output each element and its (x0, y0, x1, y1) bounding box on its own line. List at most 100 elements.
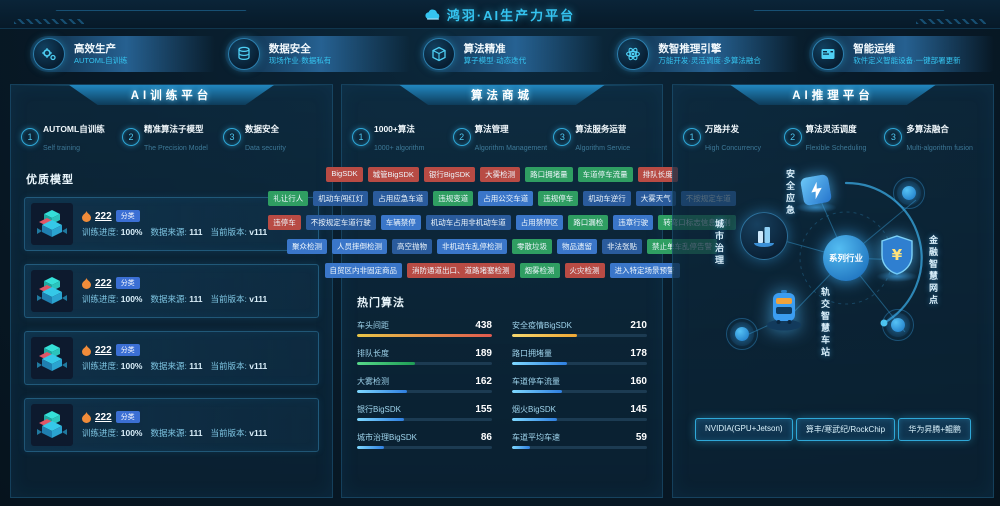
algorithm-tag[interactable]: 高空抛物 (392, 239, 432, 254)
hot-algorithm-bar: 城市治理BigSDK 86 (357, 432, 492, 449)
hot-algorithm-bar: 排队长度 189 (357, 348, 492, 365)
node-city-governance[interactable] (740, 212, 788, 260)
model-thumbnail (31, 270, 73, 312)
algorithm-tag[interactable]: 城管BigSDK (367, 167, 419, 182)
shield-yuan-icon: ¥ (880, 235, 914, 275)
node-security-emergency[interactable] (795, 173, 837, 213)
algorithm-tag[interactable]: 物品遗留 (557, 239, 597, 254)
bar-track (512, 334, 647, 337)
flame-icon (82, 277, 91, 289)
algorithm-tag[interactable]: 排队长度 (637, 167, 678, 182)
bar-value: 438 (475, 320, 492, 331)
progress-label: 训练进度: (82, 294, 119, 304)
feature-card-smart-ops[interactable]: 智能运维 软件定义智能设备·一键部署更新 (809, 36, 994, 72)
algorithm-tag[interactable]: 机动车占用非机动车道 (425, 215, 511, 230)
algorithm-tag[interactable]: 路口漏检 (568, 215, 609, 230)
bar-fill (512, 390, 562, 393)
node-finance-outlet[interactable]: ¥ (876, 235, 918, 282)
algorithm-tag[interactable]: 聚众检测 (287, 239, 327, 254)
model-name[interactable]: 222 (95, 277, 112, 289)
console-icon (812, 38, 845, 70)
algorithm-tag[interactable]: 大雾天气 (635, 191, 676, 206)
algorithm-tag[interactable]: 车道停车流量 (577, 167, 633, 182)
huawei-button[interactable]: 华为昇腾+鲲鹏 (898, 418, 971, 441)
rockchip-button[interactable]: 算丰/寒武纪/RockChip (795, 418, 896, 441)
node-label-rail-station: 轨交智慧车站 (820, 287, 830, 359)
algorithm-tag[interactable]: 进入特定场景预警 (609, 263, 680, 278)
center-label: 系列行业 (828, 253, 863, 263)
step-label: 算法管理 (474, 124, 509, 134)
feature-card-algorithm-precision[interactable]: 算法精准 算子模型·动态迭代 (419, 36, 605, 72)
step-label: 1000+算法 (374, 124, 415, 134)
progress-label: 训练进度: (82, 428, 119, 438)
model-info: 222 分类 训练进度: 100% 数据来源: 111 当前版本: v111 (82, 210, 275, 238)
algorithm-tag[interactable]: 占用应急车道 (373, 191, 429, 206)
hardware-buttons: NVIDIA(GPU+Jetson) 算丰/寒武纪/RockChip 华为昇腾+… (673, 418, 993, 441)
step-algorithm-management: 2 算法管理 Algorithm Management (452, 119, 554, 155)
panel-title: 算法商城 (399, 85, 605, 105)
version-value: v111 (249, 227, 268, 237)
step-number: 2 (452, 128, 471, 146)
algorithm-tag[interactable]: 烟雾检测 (519, 263, 560, 278)
algorithm-tag[interactable]: 自贸区内非固定商品 (324, 263, 402, 278)
bar-label: 车头间距 (357, 321, 389, 330)
feature-title: 算法精准 (463, 42, 506, 55)
model-name[interactable]: 222 (95, 411, 112, 423)
node-label-finance-outlet: 金融智慧网点 (928, 235, 938, 307)
algorithm-tag[interactable]: 违规变道 (433, 191, 474, 206)
model-card[interactable]: 222 分类 训练进度: 100% 数据来源: 111 当前版本: v111 (24, 398, 319, 452)
bar-track (357, 418, 492, 421)
algorithm-tag[interactable]: 大雾检测 (480, 167, 521, 182)
version-value: v111 (249, 428, 268, 438)
step-concurrency: 1 万路并发 High Concurrency (683, 119, 784, 155)
feature-title: 数据安全 (268, 42, 311, 55)
model-name[interactable]: 222 (95, 344, 112, 356)
bar-track (512, 390, 647, 393)
model-name[interactable]: 222 (95, 210, 112, 222)
panel-ai-inference: AI推理平台 1 万路并发 High Concurrency 2 算法灵活调度 … (672, 84, 994, 498)
feature-card-production[interactable]: 高效生产 AUTOML自训练 (30, 36, 215, 72)
bar-label: 车道停车流量 (512, 377, 560, 386)
gears-icon (33, 38, 65, 70)
algorithm-tag[interactable]: 不按规定车道行驶 (305, 215, 376, 230)
bar-track (357, 390, 492, 393)
algorithm-tag[interactable]: BigSDK (326, 167, 363, 182)
algorithm-tag[interactable]: 违章行驶 (613, 215, 654, 230)
diagram-center-node[interactable]: 系列行业 (823, 235, 869, 281)
algorithm-tag[interactable]: 人员摔倒检测 (332, 239, 387, 254)
algorithm-tag[interactable]: 路口拥堵量 (525, 167, 573, 182)
step-sub: 1000+ algorithm (374, 145, 425, 152)
step-automl: 1 AUTOML自训练 Self training (21, 119, 122, 155)
nvidia-button[interactable]: NVIDIA(GPU+Jetson) (695, 418, 793, 441)
algorithm-tag[interactable]: 零散垃圾 (512, 239, 552, 254)
algorithm-tag[interactable]: 非法张贴 (602, 239, 642, 254)
algorithm-tag[interactable]: 消防通道出口、道路堵塞检测 (407, 263, 515, 278)
feature-card-inference-engine[interactable]: 数智推理引擎 万能开发·灵活调度·多算法融合 (614, 36, 800, 72)
step-label: 多算法融合 (906, 124, 949, 134)
algorithm-tag[interactable]: 非机动车乱停检测 (437, 239, 507, 254)
feature-card-data-security[interactable]: 数据安全 现场作业·数据私有 (224, 36, 410, 72)
algorithm-tag[interactable]: 礼让行人 (268, 191, 309, 206)
app-title-wrap: 鸿羽·AI生产力平台 (425, 5, 575, 24)
algorithm-tag[interactable]: 机动车闯红灯 (313, 191, 369, 206)
source-value: 111 (189, 227, 203, 237)
algorithm-tag[interactable]: 占用公交车道 (478, 191, 534, 206)
model-thumbnail (31, 337, 73, 379)
algorithm-tag[interactable]: 违停车 (268, 215, 301, 230)
model-card[interactable]: 222 分类 训练进度: 100% 数据来源: 111 当前版本: v111 (24, 264, 319, 318)
algorithm-tag[interactable]: 火灾检测 (564, 263, 605, 278)
model-card[interactable]: 222 分类 训练进度: 100% 数据来源: 111 当前版本: v111 (24, 331, 319, 385)
diagram-dot-bottom-left (726, 318, 758, 350)
bar-fill (512, 418, 557, 421)
algorithm-tag[interactable]: 占用禁停区 (515, 215, 564, 230)
algorithm-tag[interactable]: 银行BigSDK (423, 167, 476, 182)
algorithm-tag[interactable]: 违规停车 (538, 191, 579, 206)
node-rail-station[interactable] (765, 289, 803, 331)
lightning-icon (799, 173, 833, 207)
bar-label: 大雾检测 (357, 377, 389, 386)
model-card[interactable]: 222 分类 训练进度: 100% 数据来源: 111 当前版本: v111 (24, 197, 319, 251)
algorithm-tag[interactable]: 车辆禁停 (380, 215, 421, 230)
hot-algorithms-chart: 车头间距 438 安全疫情BigSDK 210 排队长度 189 路口拥堵量 178 大雾检测 1… (342, 320, 662, 449)
model-thumbnail (31, 203, 73, 245)
algorithm-tag[interactable]: 机动车逆行 (583, 191, 631, 206)
